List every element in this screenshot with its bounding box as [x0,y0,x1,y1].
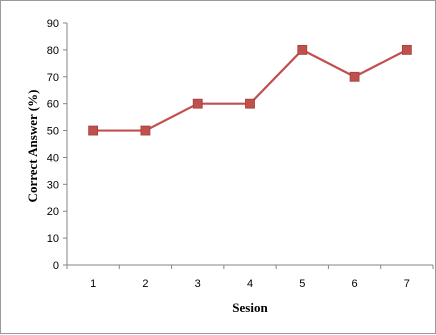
y-tick-label: 30 [47,179,59,191]
y-tick-label: 80 [47,45,59,57]
y-tick-label: 70 [47,72,59,84]
y-axis-title: Correct Answer (%) [25,90,40,203]
x-tick-label: 7 [404,278,410,290]
x-tick-label: 6 [352,278,358,290]
x-axis-ticks: 1 2 3 4 5 6 7 [66,265,434,290]
data-point-marker [140,125,151,136]
data-point-marker [401,44,412,55]
chart-axes [66,23,433,266]
data-point-marker [245,98,255,109]
data-point-marker [349,71,360,82]
y-tick-label: 60 [47,99,59,111]
x-axis-title: Sesion [232,300,268,315]
series-layer [88,44,412,136]
data-point-marker [297,44,308,55]
y-tick-label: 20 [47,206,59,218]
y-axis-ticks: 0 10 20 30 40 50 60 70 80 90 [47,18,67,272]
x-tick-label: 1 [90,278,96,290]
x-tick-label: 5 [299,278,305,290]
x-tick-label: 3 [195,278,201,290]
y-tick-label: 40 [47,152,59,164]
y-tick-label: 50 [47,126,59,138]
y-tick-label: 90 [47,18,59,30]
y-tick-label: 0 [53,260,59,272]
series-line [93,48,408,132]
y-tick-label: 10 [47,233,59,245]
x-tick-label: 2 [142,278,148,290]
data-point-marker [192,98,203,109]
x-tick-label: 4 [247,278,253,290]
data-point-marker [88,125,99,136]
